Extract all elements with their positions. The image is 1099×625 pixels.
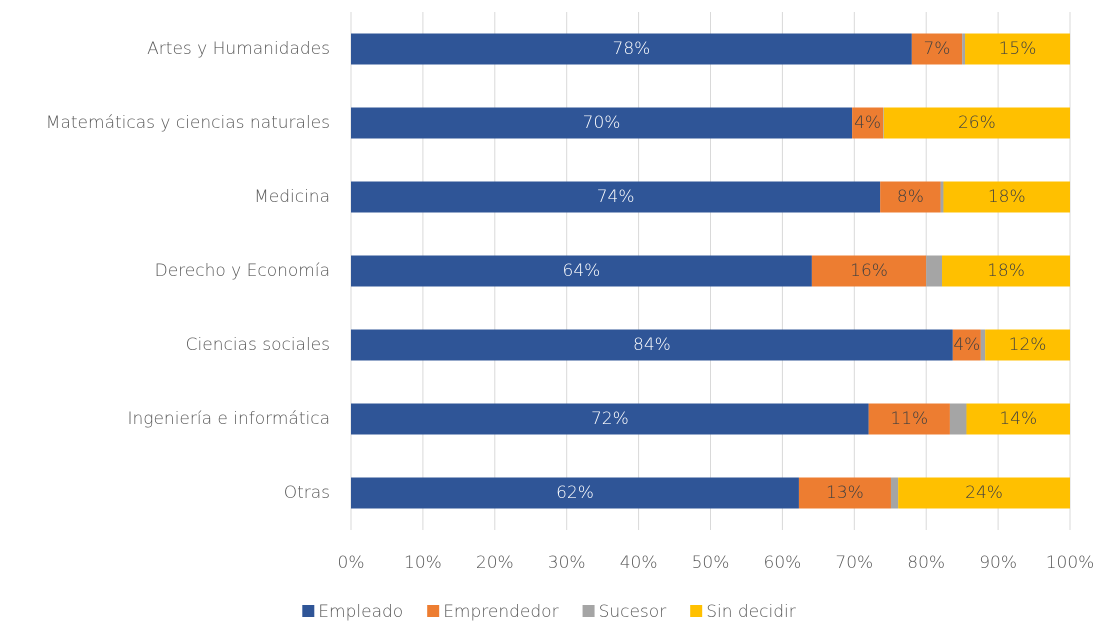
data-label: 8% [897, 187, 924, 207]
bar-segment [351, 329, 953, 361]
legend-swatch [582, 605, 595, 617]
bar-segment [351, 403, 869, 435]
data-label: 26% [958, 113, 996, 133]
bar-segment [980, 329, 986, 361]
bar-segment [868, 403, 950, 435]
bar-segment [985, 329, 1070, 361]
x-tick-label: 40% [620, 553, 658, 573]
legend-label: Empleado [318, 602, 403, 622]
bar-segment [942, 255, 1070, 287]
y-tick-label: Medicina [254, 187, 330, 207]
legend-swatch [302, 605, 315, 617]
bar-segment [943, 181, 1070, 213]
bar-segment [966, 403, 1070, 435]
y-tick-label: Ciencias sociales [186, 335, 330, 355]
data-label: 18% [987, 261, 1025, 281]
bar-segment [898, 477, 1070, 509]
legend-label: Sin decidir [706, 602, 796, 622]
data-label: 11% [890, 409, 928, 429]
data-label: 72% [591, 409, 629, 429]
data-label: 14% [999, 409, 1037, 429]
data-label: 7% [923, 39, 950, 59]
bar-segment [949, 403, 967, 435]
data-label: 4% [854, 113, 881, 133]
data-label: 18% [988, 187, 1026, 207]
bar-segment [351, 181, 881, 213]
bar-segment [880, 181, 941, 213]
x-tick-label: 10% [404, 553, 442, 573]
x-tick-label: 70% [835, 553, 873, 573]
data-label: 64% [563, 261, 601, 281]
bar-segment [852, 107, 884, 139]
data-label: 84% [633, 335, 671, 355]
data-label: 13% [826, 483, 864, 503]
data-label: 78% [613, 39, 651, 59]
x-tick-label: 20% [476, 553, 514, 573]
bar-segment [911, 33, 963, 65]
y-tick-label: Otras [284, 483, 330, 503]
x-tick-label: 30% [548, 553, 586, 573]
x-tick-label: 80% [907, 553, 945, 573]
legend-swatch [690, 605, 703, 617]
y-tick-label: Derecho y Economía [155, 261, 330, 281]
x-tick-label: 50% [692, 553, 730, 573]
bar-segment [351, 255, 812, 287]
bar-segment [811, 255, 927, 287]
bar-segment [965, 33, 1070, 65]
bar-segment [351, 107, 853, 139]
data-label: 74% [597, 187, 635, 207]
bar-segment [962, 33, 966, 65]
x-tick-label: 0% [338, 553, 365, 573]
data-label: 15% [999, 39, 1037, 59]
legend-label: Sucesor [599, 602, 667, 622]
bar-segment [926, 255, 943, 287]
data-label: 16% [850, 261, 888, 281]
bar-segment [351, 477, 799, 509]
x-tick-label: 90% [979, 553, 1017, 573]
bar-segment [883, 107, 1070, 139]
data-label: 70% [583, 113, 621, 133]
bar-segment [890, 477, 899, 509]
bar-segment [952, 329, 981, 361]
x-tick-label: 60% [764, 553, 802, 573]
bar-segment [883, 107, 884, 139]
data-label: 62% [556, 483, 594, 503]
data-label: 24% [965, 483, 1003, 503]
y-tick-label: Matemáticas y ciencias naturales [46, 113, 330, 133]
y-tick-label: Artes y Humanidades [147, 39, 330, 59]
data-label: 12% [1009, 335, 1047, 355]
bar-segment [798, 477, 891, 509]
legend-label: Emprendedor [443, 602, 558, 622]
bar-segment [940, 181, 944, 213]
data-label: 4% [953, 335, 980, 355]
x-tick-label: 100% [1046, 553, 1095, 573]
legend-swatch [427, 605, 440, 617]
bar-segment [351, 33, 912, 65]
y-tick-label: Ingeniería e informática [127, 409, 330, 429]
